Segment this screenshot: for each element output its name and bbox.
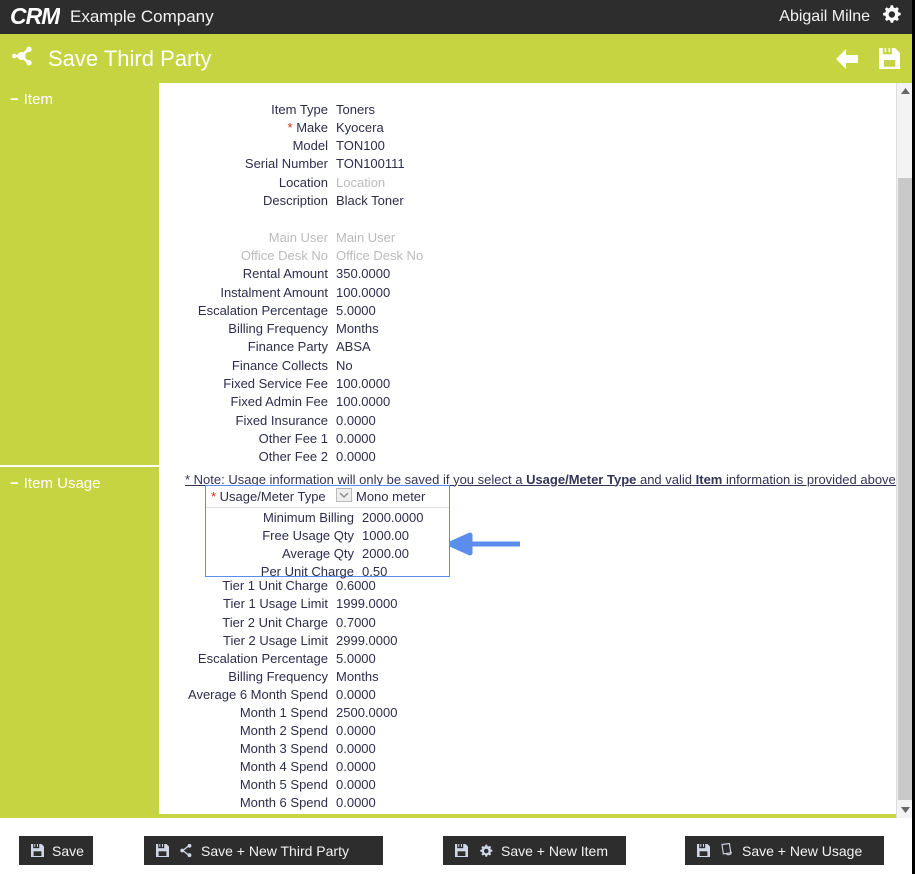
svg-text:CRM: CRM: [10, 5, 60, 29]
